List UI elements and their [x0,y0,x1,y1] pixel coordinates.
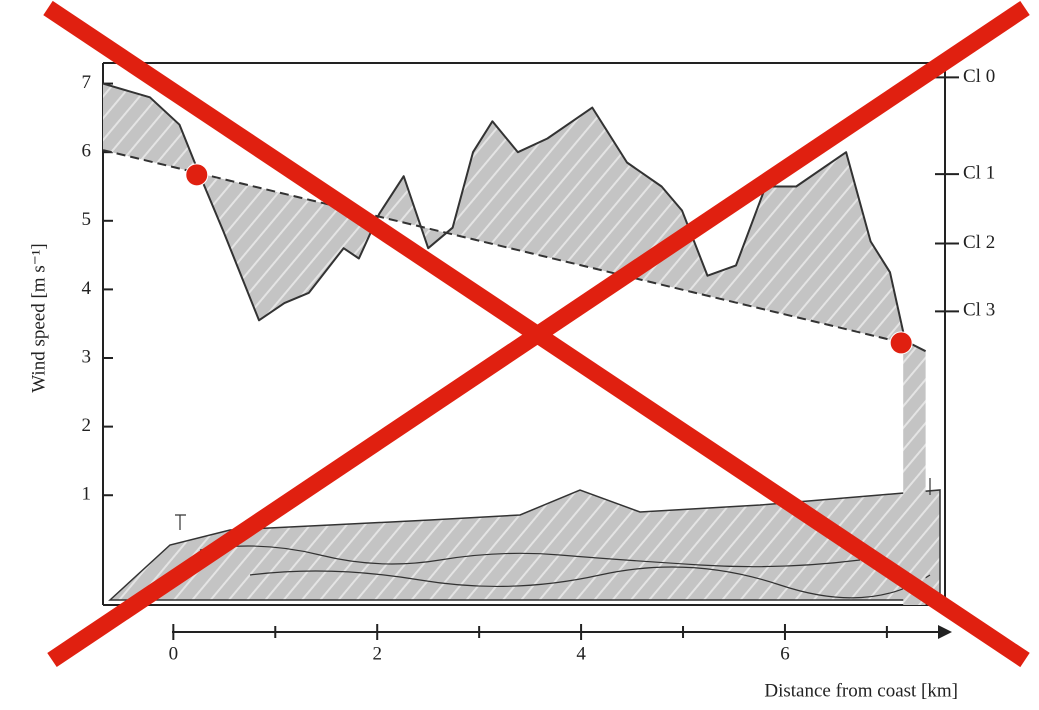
y-tick-label: 5 [82,209,92,230]
y-tick-label: 6 [82,141,92,162]
x-tick-label: 4 [576,643,586,664]
y2-tick-label: Cl 1 [963,163,995,184]
y-tick-label: 1 [82,484,92,505]
x-axis-label: Distance from coast [km] [764,680,958,701]
marker [186,164,208,186]
chart: Wind speed [m s⁻¹] Distance from coast [… [0,0,1039,710]
page: {"chart_data": {"type": "line", "ylabel"… [0,0,1039,710]
x-tick-label: 2 [372,643,382,664]
y-tick-label: 2 [82,415,92,436]
y2-tick-label: Cl 0 [963,66,995,87]
y2-tick-label: Cl 2 [963,232,995,253]
x-tick-label: 0 [169,643,179,664]
x-axis-arrow [938,625,952,639]
y-tick-label: 3 [82,346,92,367]
y-tick-label: 7 [82,72,92,93]
y-axis-label: Wind speed [m s⁻¹] [28,243,49,393]
y2-tick-label: Cl 3 [963,300,995,321]
x-tick-label: 6 [780,643,790,664]
marker [890,332,912,354]
y-tick-label: 4 [82,278,92,299]
